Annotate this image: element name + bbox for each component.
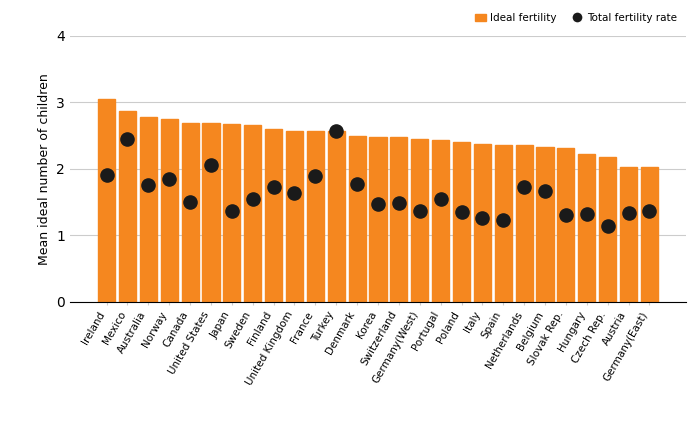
- Bar: [244, 126, 261, 302]
- Bar: [160, 119, 178, 302]
- Point: [351, 180, 363, 187]
- Bar: [98, 99, 115, 302]
- Bar: [140, 118, 157, 302]
- Bar: [474, 144, 491, 302]
- Point: [205, 161, 216, 168]
- Bar: [516, 146, 533, 302]
- Bar: [349, 136, 365, 302]
- Bar: [223, 124, 240, 302]
- Point: [644, 207, 655, 214]
- Point: [164, 175, 175, 182]
- Point: [623, 209, 634, 216]
- Point: [268, 183, 279, 190]
- Bar: [578, 154, 596, 302]
- Point: [456, 209, 467, 216]
- Bar: [411, 139, 428, 302]
- Point: [540, 188, 551, 195]
- Bar: [119, 111, 136, 302]
- Point: [310, 173, 321, 180]
- Point: [560, 212, 571, 219]
- Point: [477, 214, 488, 222]
- Bar: [286, 131, 303, 302]
- Legend: Ideal fertility, Total fertility rate: Ideal fertility, Total fertility rate: [471, 9, 681, 27]
- Bar: [370, 137, 386, 302]
- Bar: [536, 147, 554, 302]
- Bar: [557, 148, 575, 302]
- Y-axis label: Mean ideal number of children: Mean ideal number of children: [38, 73, 50, 265]
- Bar: [181, 123, 199, 302]
- Point: [101, 172, 112, 179]
- Point: [581, 210, 592, 218]
- Bar: [307, 131, 324, 302]
- Bar: [265, 129, 282, 302]
- Point: [289, 189, 300, 196]
- Point: [185, 198, 196, 206]
- Bar: [391, 137, 407, 302]
- Bar: [453, 142, 470, 302]
- Point: [435, 195, 446, 202]
- Point: [226, 208, 237, 215]
- Point: [143, 182, 154, 189]
- Bar: [599, 158, 616, 302]
- Point: [247, 196, 258, 203]
- Point: [122, 135, 133, 142]
- Bar: [641, 167, 658, 302]
- Bar: [432, 140, 449, 302]
- Point: [330, 128, 342, 135]
- Point: [393, 200, 405, 207]
- Point: [414, 208, 426, 215]
- Point: [602, 222, 613, 230]
- Bar: [620, 167, 637, 302]
- Point: [498, 217, 509, 224]
- Bar: [495, 145, 512, 302]
- Bar: [202, 123, 220, 302]
- Bar: [328, 131, 345, 302]
- Point: [372, 201, 384, 208]
- Point: [519, 184, 530, 191]
